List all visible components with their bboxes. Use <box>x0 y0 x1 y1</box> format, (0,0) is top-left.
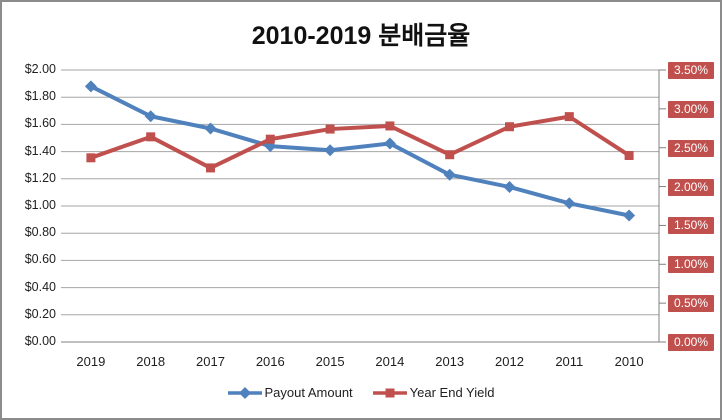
payout-amount-marker <box>144 110 157 123</box>
x-axis-tick-label: 2011 <box>555 354 584 369</box>
x-axis-tick-label: 2017 <box>196 354 225 369</box>
right-axis-tick-label: 2.50% <box>668 139 714 157</box>
right-axis-tick-label: 1.00% <box>668 256 714 274</box>
left-axis-tick-label: $0.80 <box>24 225 56 240</box>
year-end-yield-line <box>88 114 632 170</box>
right-axis-tick-label: 3.50% <box>668 62 714 79</box>
legend-label: Year End Yield <box>409 385 495 400</box>
x-axis-tick-label: 2013 <box>435 354 465 369</box>
right-axis-tick-label: 0.50% <box>668 295 714 313</box>
legend-item: Payout Amount <box>227 385 353 400</box>
x-axis-tick-label: 2019 <box>76 354 106 369</box>
payout-amount-marker <box>563 197 576 210</box>
x-axis-tick-label: 2012 <box>495 354 524 369</box>
year-end-yield-marker <box>265 134 275 144</box>
payout-amount-marker <box>443 168 456 181</box>
payout-amount-marker <box>383 137 396 150</box>
left-axis-tick-label: $0.40 <box>24 279 56 294</box>
x-axis-tick-label: 2018 <box>136 354 166 369</box>
legend-square-marker-icon <box>372 388 407 397</box>
year-end-yield-marker <box>505 122 514 132</box>
chart-title: 2010-2019 분배금율 <box>251 22 471 50</box>
x-axis-tick-label: 2014 <box>375 354 405 369</box>
x-axis-tick-label: 2010 <box>614 354 644 369</box>
legend-diamond-marker-icon <box>227 386 262 399</box>
left-axis-tick-label: $1.40 <box>24 143 56 158</box>
left-axis-tick-label: $0.00 <box>24 334 56 348</box>
x-axis-tick-label: 2015 <box>315 354 345 369</box>
year-end-yield-marker <box>564 112 574 122</box>
legend: Payout Amount Year End Yield <box>2 385 720 400</box>
left-axis-tick-label: $1.60 <box>24 116 56 131</box>
right-axis-tick-label: 2.00% <box>668 178 714 196</box>
year-end-yield-marker <box>445 150 455 160</box>
legend-item: Year End Yield <box>372 385 495 400</box>
payout-amount-line <box>88 84 632 218</box>
year-end-yield-marker <box>325 124 335 134</box>
year-end-yield-marker <box>385 121 395 131</box>
left-axis-tick-label: $1.20 <box>24 170 56 185</box>
payout-amount-marker <box>204 122 217 135</box>
x-axis-tick-label: 2016 <box>255 354 285 369</box>
left-axis-tick-label: $1.80 <box>24 89 56 104</box>
right-axis-tick-label: 0.00% <box>668 334 714 351</box>
year-end-yield-marker <box>624 150 634 160</box>
legend-label: Payout Amount <box>264 385 353 400</box>
left-axis-tick-label: $2.00 <box>24 62 56 76</box>
payout-amount-marker <box>84 80 97 93</box>
left-axis-tick-label: $0.20 <box>24 306 56 321</box>
right-axis-tick-label: 3.00% <box>668 100 714 118</box>
year-end-yield-marker <box>146 132 156 142</box>
year-end-yield-marker <box>86 153 96 163</box>
right-axis-tick-label: 1.50% <box>668 217 714 235</box>
left-axis-tick-label: $0.60 <box>24 252 56 267</box>
year-end-yield-marker <box>206 163 215 173</box>
left-axis-tick-label: $1.00 <box>24 198 56 212</box>
payout-amount-marker <box>623 209 636 222</box>
payout-amount-marker <box>503 180 516 193</box>
payout-amount-marker <box>324 144 337 157</box>
